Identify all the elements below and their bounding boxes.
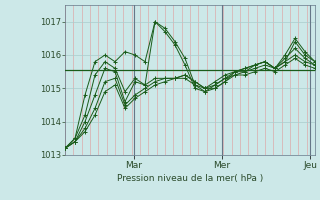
X-axis label: Pression niveau de la mer( hPa ): Pression niveau de la mer( hPa ) [117, 174, 263, 183]
